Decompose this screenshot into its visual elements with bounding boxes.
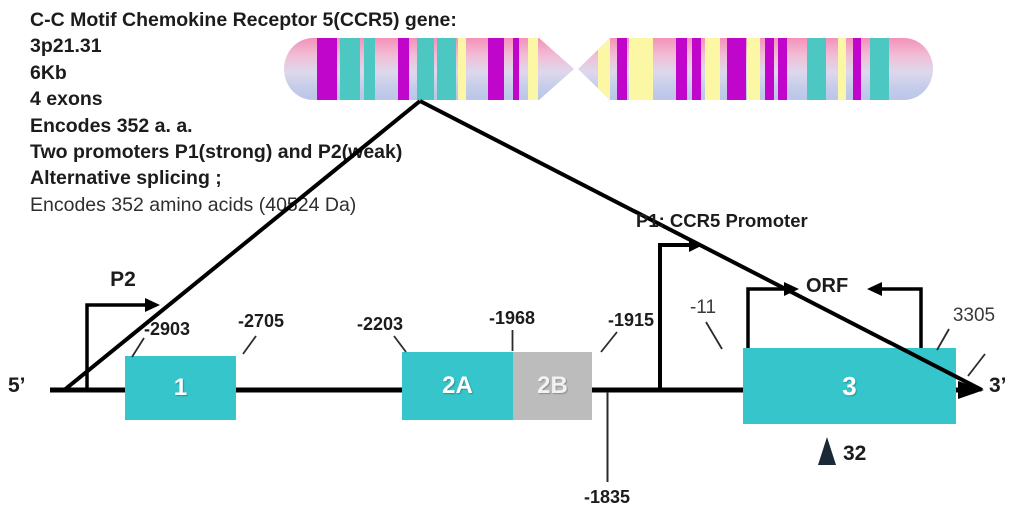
exon-2a-box: 2A: [402, 352, 513, 420]
chromosome-band-magenta: [488, 38, 504, 100]
gene-info-line: Two promoters P1(strong) and P2(weak): [30, 141, 403, 164]
chromosome-band-yellow: [598, 38, 610, 100]
position-label-2903: -2903: [143, 319, 191, 339]
chromosome-body: [284, 38, 933, 100]
p2-promoter-label: P2: [110, 268, 136, 291]
chromosome-band-yellow: [528, 38, 538, 100]
position-label-2203: -2203: [356, 314, 404, 334]
chromosome-band-yellow: [458, 38, 466, 100]
position-label-1835: -1835: [583, 487, 631, 507]
baseline-arrowhead-icon: [958, 381, 984, 399]
delta32-triangle-icon: [818, 437, 836, 465]
tick-3305: [936, 328, 950, 351]
tick-2203: [393, 335, 407, 353]
chromosome-band-magenta: [778, 38, 787, 100]
orf-left-arrowhead-icon: [784, 282, 799, 296]
exon-1-label: 1: [173, 374, 188, 401]
position-label-1968: -1968: [488, 308, 536, 328]
chromosome-ideogram: [284, 38, 933, 100]
chromosome-band-magenta: [676, 38, 687, 100]
chromosome-band-magenta: [727, 38, 746, 100]
exon-3-box: 3: [743, 348, 956, 424]
chromosome-band-yellow: [705, 38, 720, 100]
exon-2b-box: 2B: [513, 352, 592, 420]
chromosome-band-magenta: [853, 38, 861, 100]
p2-arrowhead-icon: [145, 298, 160, 312]
chromosome-band-teal: [340, 38, 360, 100]
chromosome-bands: [317, 38, 889, 100]
chromosome-band-magenta: [317, 38, 337, 100]
chromosome-band-magenta: [617, 38, 627, 100]
chromosome-band-yellow: [629, 38, 653, 100]
five-prime-label: 5’: [8, 374, 26, 397]
p1-promoter-arrow: [658, 243, 689, 390]
p1-promoter-label: P1: CCR5 Promoter: [636, 210, 808, 231]
tick-2705: [242, 335, 257, 355]
gene-info-line: Alternative splicing ;: [30, 167, 222, 190]
exon-3-label: 3: [842, 370, 857, 401]
chromosome-band-magenta: [765, 38, 774, 100]
three-prime-label: 3’: [989, 374, 1007, 397]
chromosome-band-teal: [417, 38, 434, 100]
chromosome-band-magenta: [398, 38, 409, 100]
gene-info-line: Encodes 352 a. a.: [30, 114, 193, 137]
p1-arrowhead-icon: [689, 238, 703, 252]
exon-2b-label: 2B: [537, 372, 568, 399]
chromosome-band-magenta: [513, 38, 519, 100]
position-label-11: -11: [689, 297, 717, 318]
chromosome-band-magenta: [692, 38, 701, 100]
tick-1915: [600, 331, 618, 353]
orf-right-arrowhead-icon: [867, 282, 882, 296]
tick-2903: [131, 337, 145, 358]
chromosome-band-teal: [437, 38, 456, 100]
chromosome-band-teal: [364, 38, 375, 100]
gene-info-line: Encodes 352 amino acids (40524 Da): [30, 193, 357, 216]
delta32-label: 32: [843, 442, 867, 465]
chromosome-band-teal: [870, 38, 889, 100]
position-label-3305: 3305: [952, 305, 996, 326]
chromosome-band-yellow: [747, 38, 760, 100]
gene-info-line: 6Kb: [30, 61, 67, 84]
exon-2a-label: 2A: [442, 372, 473, 399]
exon-1-box: 1: [125, 356, 236, 420]
position-label-2705: -2705: [237, 311, 285, 331]
gene-info-line: C-C Motif Chemokine Receptor 5(CCR5) gen…: [30, 9, 457, 31]
position-label-1915: -1915: [607, 310, 655, 330]
gene-info-line: 3p21.31: [30, 35, 102, 58]
tick-11: [705, 321, 723, 350]
orf-right-bracket: [882, 287, 923, 348]
tick-three-prime: [967, 353, 986, 377]
chromosome-band-yellow: [838, 38, 846, 100]
zoom-right-diagonal: [419, 99, 983, 392]
chromosome-band-teal: [807, 38, 826, 100]
orf-label: ORF: [806, 275, 849, 297]
orf-left-bracket: [746, 287, 784, 348]
